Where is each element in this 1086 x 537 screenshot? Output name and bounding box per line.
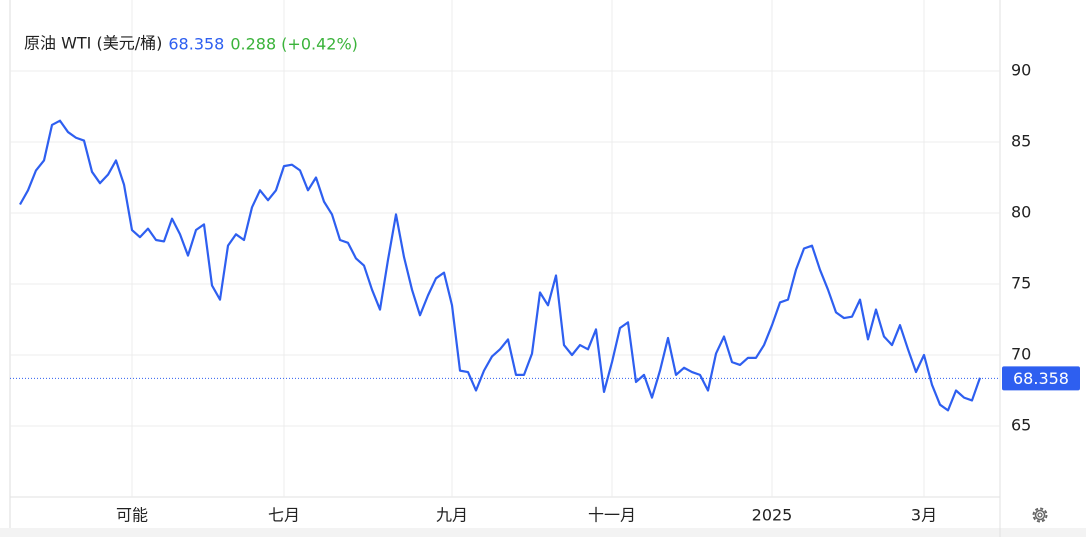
y-tick-label: 75	[1011, 274, 1031, 293]
x-tick-label: 九月	[436, 506, 468, 525]
y-tick-label: 70	[1011, 345, 1031, 364]
last-price-badge-label: 68.358	[1013, 369, 1069, 388]
x-tick-label: 2025	[752, 506, 793, 525]
chart-title: 原油 WTI (美元/桶)	[24, 34, 162, 53]
last-price-badge	[1002, 366, 1080, 391]
price-change-percent: (+0.42%)	[281, 35, 358, 54]
x-tick-label: 七月	[268, 506, 300, 525]
x-tick-label: 可能	[116, 506, 148, 525]
y-tick-label: 85	[1011, 132, 1031, 151]
y-tick-label: 80	[1011, 203, 1031, 222]
x-tick-label: 十一月	[588, 506, 636, 525]
y-tick-label: 65	[1011, 416, 1031, 435]
x-tick-label: 3月	[911, 506, 937, 525]
bottom-strip	[0, 528, 1086, 537]
price-change: 0.288	[230, 35, 276, 54]
last-price: 68.358	[168, 35, 224, 54]
price-line	[19, 119, 982, 412]
y-tick-label: 90	[1011, 61, 1031, 80]
settings-icon[interactable]	[1032, 507, 1048, 523]
grid	[10, 0, 1000, 497]
header: 原油 WTI (美元/桶) 68.358 0.288 (+0.42%)	[24, 34, 358, 54]
